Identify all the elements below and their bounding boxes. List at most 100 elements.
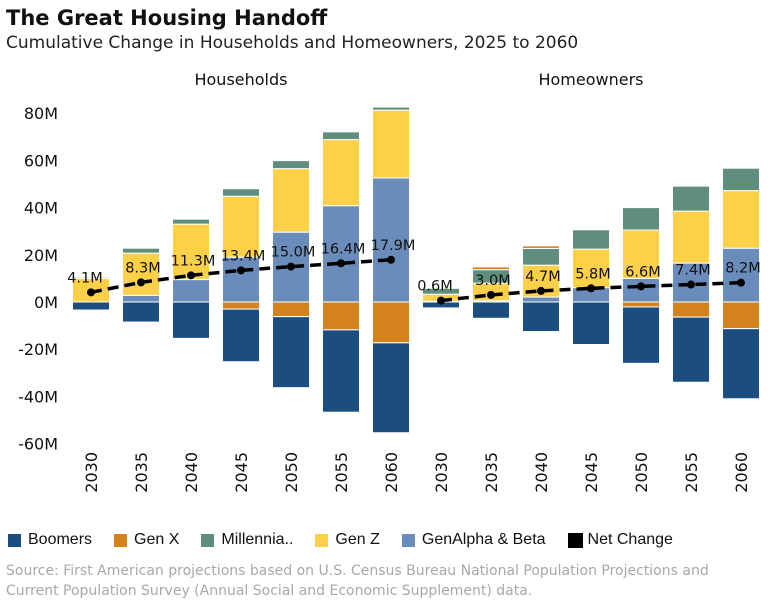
bar-segment-millennia-	[222, 188, 260, 197]
net-change-point	[737, 278, 745, 287]
net-change-point	[637, 282, 645, 291]
x-tick-label: 2035	[132, 452, 151, 493]
legend-item-millennials: Millennia..	[201, 531, 293, 549]
bar-segment-millennia-	[722, 167, 760, 192]
net-change-point	[237, 266, 245, 275]
y-tick-label: 60M	[24, 151, 58, 170]
legend-label: Gen Z	[335, 531, 380, 548]
net-change-label: 11.3M	[171, 253, 216, 269]
bar-segment-gen-x	[722, 301, 760, 330]
legend-swatch	[114, 533, 128, 547]
net-change-label: 5.8M	[575, 266, 611, 282]
legend-swatch	[315, 533, 329, 547]
chart-subtitle: Cumulative Change in Households and Home…	[6, 33, 579, 53]
x-tick-label: 2040	[532, 452, 551, 493]
x-tick-label: 2040	[182, 452, 201, 493]
bar-segment-gen-z	[722, 190, 760, 249]
bar-segment-millennia-	[572, 229, 610, 250]
x-tick-label: 2050	[282, 452, 301, 493]
x-tick-label: 2045	[232, 452, 251, 493]
bar-segment-gen-x	[622, 301, 660, 308]
bar-segment-genalpha-beta	[522, 296, 560, 303]
bar-segment-boomers	[272, 316, 310, 389]
bar-segment-millennia-	[622, 207, 660, 231]
bar-segment-millennia-	[72, 276, 110, 279]
legend: Boomers Gen X Millennia.. Gen Z GenAlpha…	[8, 531, 673, 549]
net-change-label: 7.4M	[675, 263, 711, 279]
net-change-point	[487, 290, 495, 299]
bar-segment-boomers	[522, 301, 560, 332]
net-change-label: 6.6M	[625, 264, 661, 280]
legend-swatch	[8, 533, 21, 547]
bar-segment-gen-z	[322, 139, 360, 207]
x-tick-label: 2055	[332, 452, 351, 493]
net-change-point	[587, 284, 595, 293]
y-tick-label: 40M	[24, 199, 58, 218]
legend-swatch	[401, 533, 415, 547]
net-change-point	[337, 259, 345, 268]
x-tick-label: 2030	[82, 452, 101, 493]
y-tick-label: -20M	[18, 340, 58, 359]
bar-segment-millennia-	[122, 247, 160, 254]
legend-item-genalpha: GenAlpha & Beta	[401, 531, 546, 549]
net-change-label: 0.6M	[417, 279, 453, 295]
x-tick-label: 2050	[632, 452, 651, 493]
y-tick-label: -60M	[18, 435, 58, 454]
bar-segment-boomers	[722, 328, 760, 400]
bar-segment-boomers	[572, 301, 610, 345]
net-change-point	[537, 286, 545, 295]
x-tick-label: 2030	[432, 452, 451, 493]
bar-segment-genalpha-beta	[372, 177, 410, 303]
x-tick-label: 2045	[582, 452, 601, 493]
net-change-label: 16.4M	[321, 241, 366, 257]
net-change-label: 4.1M	[67, 270, 103, 286]
legend-item-genx: Gen X	[114, 531, 179, 549]
panel-households: Households 2030 2035 2040 2045 2050 2055 2060 4.…	[67, 70, 415, 493]
legend-swatch	[201, 533, 215, 547]
net-change-label: 3.0M	[475, 273, 511, 289]
net-change-point	[387, 255, 395, 264]
bar-segment-boomers	[672, 316, 710, 383]
bar-segment-boomers	[222, 308, 260, 363]
legend-label: Net Change	[587, 531, 673, 548]
bar-segment-millennia-	[172, 218, 210, 225]
bar-segment-gen-x	[522, 245, 560, 249]
x-tick-label: 2060	[382, 452, 401, 493]
bar-segment-gen-x	[472, 266, 510, 271]
net-change-point	[287, 262, 295, 271]
bar-segment-boomers	[172, 301, 210, 339]
bar-segment-gen-z	[672, 210, 710, 264]
legend-item-boomers: Boomers	[8, 531, 92, 549]
net-change-label: 8.2M	[725, 261, 761, 277]
bar-segment-genalpha-beta	[122, 294, 160, 303]
y-tick-label: 20M	[24, 246, 58, 265]
bar-segment-millennia-	[272, 160, 310, 170]
bar-segment-boomers	[472, 301, 510, 319]
bar-segment-millennia-	[322, 131, 360, 141]
net-change-label: 8.3M	[125, 260, 161, 276]
net-change-point	[137, 278, 145, 287]
net-change-label: 17.9M	[371, 238, 416, 254]
y-tick-label: -40M	[18, 387, 58, 406]
bar-segment-genalpha-beta	[172, 279, 210, 303]
panel-title: Homeowners	[538, 70, 643, 89]
net-change-point	[87, 288, 95, 297]
bar-segment-gen-x	[222, 301, 260, 310]
panel-homeowners: Homeowners 2030 2035 2040 2045 2050 2055 2060 0.…	[417, 70, 761, 493]
net-change-point	[437, 296, 445, 305]
bar-segment-gen-x	[272, 301, 310, 318]
bar-segment-gen-z	[172, 223, 210, 281]
bar-segment-gen-x	[672, 301, 710, 318]
y-tick-label: 80M	[24, 104, 58, 123]
net-change-point	[187, 271, 195, 280]
legend-label: GenAlpha & Beta	[421, 531, 546, 548]
net-change-point	[687, 280, 695, 289]
bar-segment-boomers	[622, 306, 660, 364]
bar-segment-gen-x	[372, 301, 410, 344]
bar-segment-gen-x	[322, 301, 360, 331]
legend-label: Gen X	[134, 531, 180, 548]
bar-segment-gen-z	[572, 248, 610, 289]
net-change-label: 4.7M	[525, 269, 561, 285]
